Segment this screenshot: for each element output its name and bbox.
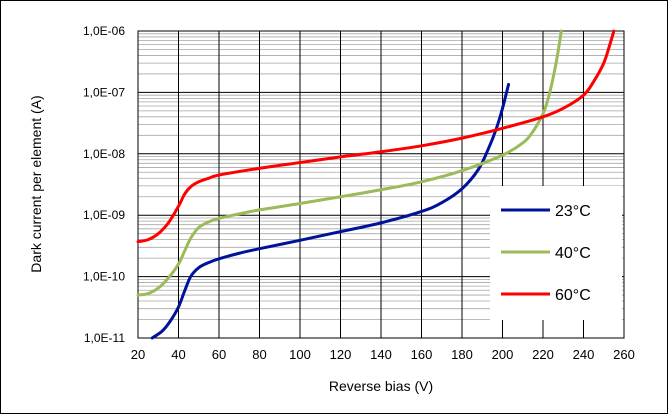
- x-tick-label: 260: [613, 347, 635, 362]
- x-tick-label: 120: [330, 347, 352, 362]
- x-tick-label: 80: [252, 347, 266, 362]
- x-tick-label: 40: [171, 347, 185, 362]
- y-tick-label: 1,0E-10: [83, 270, 125, 284]
- x-tick-label: 20: [131, 347, 145, 362]
- x-tick-label: 140: [370, 347, 392, 362]
- x-tick-label: 220: [532, 347, 554, 362]
- y-axis-label: Dark current per element (A): [28, 95, 44, 272]
- y-tick-label: 1,0E-09: [83, 208, 125, 222]
- x-tick-label: 100: [289, 347, 311, 362]
- x-tick-label: 160: [411, 347, 433, 362]
- x-tick-label: 240: [573, 347, 595, 362]
- x-tick-label: 180: [451, 347, 473, 362]
- series-line: [150, 82, 511, 340]
- series-line: [136, 29, 563, 297]
- legend-label: 23°C: [555, 203, 591, 220]
- x-tick-labels: 20 40 60 80 100 120 140 160 180 200 220 240 260: [131, 347, 635, 362]
- legend: 23°C 40°C 60°C: [490, 186, 622, 320]
- legend-label: 40°C: [555, 245, 591, 262]
- series-line: [136, 29, 616, 244]
- x-tick-label: 200: [492, 347, 514, 362]
- plot-area-border: [137, 30, 625, 339]
- y-tick-label: 1,0E-11: [84, 331, 125, 345]
- series-layer: [136, 29, 616, 340]
- y-tick-label: 1,0E-07: [83, 85, 125, 99]
- y-tick-label: 1,0E-08: [83, 147, 125, 161]
- y-tick-labels: 1,0E-11 1,0E-10 1,0E-09 1,0E-08 1,0E-07 1,0E-…: [83, 24, 125, 345]
- legend-label: 60°C: [555, 287, 591, 304]
- x-axis-label: Reverse bias (V): [329, 378, 433, 394]
- x-tick-label: 60: [212, 347, 226, 362]
- y-tick-label: 1,0E-06: [83, 24, 125, 38]
